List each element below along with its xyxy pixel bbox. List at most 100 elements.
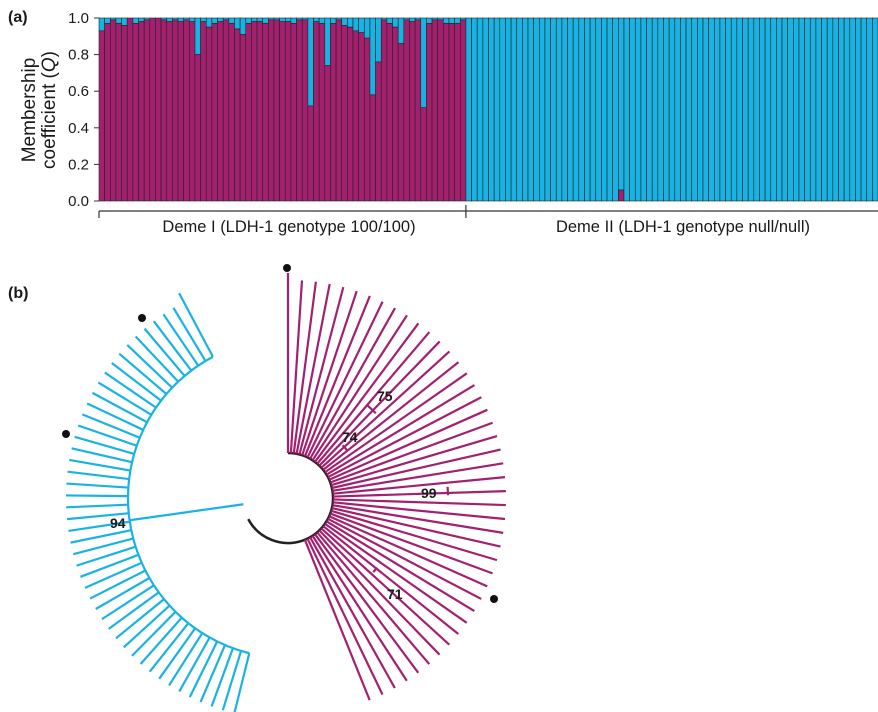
bar-segment-deme2 <box>375 17 382 63</box>
bar-segment-deme1 <box>420 107 427 202</box>
y-tick-label: 0.6 <box>68 83 89 100</box>
bar-segment-deme2 <box>392 17 399 28</box>
bar-segment-deme2 <box>454 17 461 24</box>
tree-branch-deme1 <box>309 307 396 460</box>
bar-segment-deme2 <box>533 17 540 202</box>
bar-segment-deme2 <box>200 17 207 22</box>
tree-branch-deme2 <box>89 569 146 600</box>
bar-segment-deme1 <box>307 105 314 202</box>
bar-segment-deme2 <box>510 17 518 202</box>
tree-branch-deme2 <box>131 611 177 657</box>
bar-segment-deme2 <box>849 17 856 202</box>
tree-branch-deme1 <box>324 522 468 624</box>
y-axis-title-line1: Membership <box>19 58 40 163</box>
bar-segment-deme1 <box>205 26 213 202</box>
bar-segment-deme2 <box>330 17 337 24</box>
bar-segment-deme2 <box>601 17 608 202</box>
bar-segment-deme2 <box>629 17 636 202</box>
bar-segment-deme1 <box>149 17 156 202</box>
bar-segment-deme2 <box>736 17 743 202</box>
bar-segment-deme2 <box>651 17 659 202</box>
bar-segment-deme2 <box>572 17 580 202</box>
bar-segment-deme2 <box>578 17 585 202</box>
bar-segment-deme2 <box>708 17 715 202</box>
bar-segment-deme2 <box>499 17 506 202</box>
bar-segment-deme2 <box>516 17 523 202</box>
bar-segment-deme2 <box>798 17 805 202</box>
tree-branch-deme2 <box>210 647 234 707</box>
tree-branch-deme1 <box>318 529 441 656</box>
bar-segment-deme1 <box>189 21 196 202</box>
y-tick-label: 0.0 <box>68 193 89 210</box>
bar-segment-deme2 <box>386 17 393 24</box>
tree-branch-deme2 <box>134 335 180 383</box>
bar-segment-deme2 <box>239 17 247 35</box>
bar-segment-deme2 <box>753 17 760 202</box>
bar-segment-deme2 <box>341 17 348 26</box>
tree-branch-deme2 <box>84 561 143 589</box>
bar-segment-deme1 <box>403 19 410 202</box>
bar-segment-deme1 <box>324 65 331 202</box>
bar-segment-deme1 <box>138 21 145 202</box>
bar-segment-deme2 <box>194 17 201 55</box>
tree-branch-deme2 <box>199 644 226 703</box>
bar-segment-deme2 <box>815 17 822 202</box>
tree-branch-deme1 <box>322 525 460 635</box>
bar-segment-deme2 <box>369 17 376 96</box>
bar-segment-deme1 <box>126 17 134 202</box>
y-tick-label: 1.0 <box>68 10 89 27</box>
bar-segment-deme1 <box>443 23 450 202</box>
bar-segment-deme2 <box>832 17 839 202</box>
bar-segment-deme2 <box>522 17 529 202</box>
bootstrap-label: 99 <box>421 485 437 501</box>
tree-branch-deme1 <box>311 314 408 461</box>
bar-segment-deme1 <box>618 189 625 202</box>
bar-segment-deme2 <box>555 17 563 202</box>
tree-branch-deme1 <box>332 498 506 507</box>
clade-node-deme1 <box>372 566 378 573</box>
x-axis <box>98 205 878 218</box>
bar-segment-deme2 <box>668 17 676 202</box>
tree-branch-deme1 <box>314 533 420 674</box>
y-tick-label: 0.8 <box>68 47 89 64</box>
bar-segment-deme2 <box>618 17 625 191</box>
tree-stem-deme2 <box>129 503 244 522</box>
bar-segment-deme2 <box>313 17 320 22</box>
tree-branch-deme2 <box>108 591 160 630</box>
tree-branch-deme2 <box>178 292 214 358</box>
tree-branch-deme1 <box>303 539 371 701</box>
tree-branch-deme2 <box>66 494 129 498</box>
bar-segment-deme2 <box>465 17 472 202</box>
bar-segment-deme2 <box>245 17 252 24</box>
tree-branch-deme1 <box>303 295 371 457</box>
tree-branch-deme2 <box>162 313 200 367</box>
tree-branch-deme2 <box>66 503 129 509</box>
outlier-dot <box>283 264 291 272</box>
tree-branch-deme1 <box>318 340 441 467</box>
bar-segment-deme2 <box>132 17 139 24</box>
tree-branch-deme2 <box>66 482 129 489</box>
bootstrap-label: 74 <box>342 429 358 445</box>
panel-a-label: (a) <box>8 9 28 26</box>
bar-segment-deme2 <box>256 17 264 22</box>
bar-segment-deme1 <box>177 21 184 202</box>
bar-segment-deme2 <box>702 17 709 202</box>
bar-segment-deme1 <box>251 21 258 202</box>
tree-branch-deme1 <box>328 408 488 481</box>
tree-branch-deme1 <box>329 421 493 484</box>
bar-segment-deme1 <box>194 54 201 202</box>
bar-segment-deme2 <box>448 17 455 24</box>
tree-branch-deme1 <box>327 517 482 600</box>
tree-branch-deme1 <box>306 538 384 695</box>
bar-segment-deme2 <box>104 17 111 24</box>
bar-segment-deme1 <box>375 61 382 202</box>
bar-segment-deme2 <box>623 17 630 202</box>
group-label-deme2: Deme II (LDH-1 genotype null/null) <box>556 218 810 236</box>
bar-segment-deme1 <box>392 26 399 202</box>
bar-segment-deme1 <box>239 34 247 202</box>
bar-segment-deme2 <box>544 17 551 202</box>
bar-segment-deme2 <box>166 17 173 22</box>
bar-segment-deme2 <box>189 17 196 22</box>
bar-segment-deme1 <box>459 19 467 202</box>
